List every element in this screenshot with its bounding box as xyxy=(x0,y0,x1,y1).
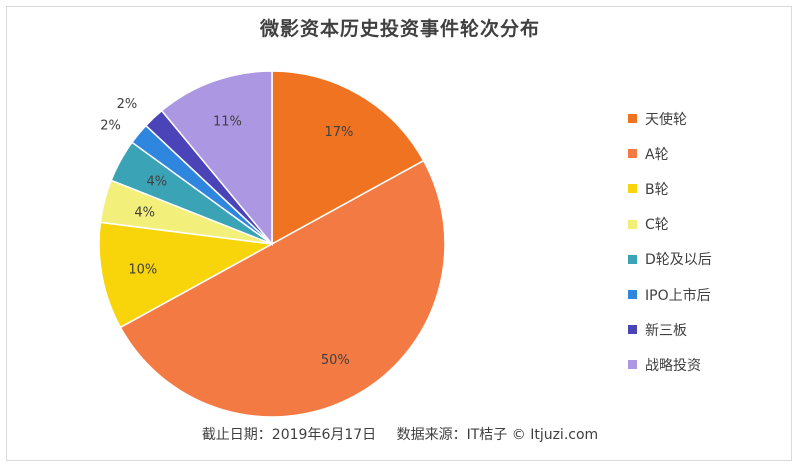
pie-slice-0 xyxy=(271,70,425,246)
slice-label-4: 4% xyxy=(146,175,167,190)
legend-label: 战略投资 xyxy=(645,357,701,374)
legend-swatch xyxy=(628,360,637,370)
slice-label-1: 50% xyxy=(321,353,350,368)
legend-label: IPO上市后 xyxy=(645,287,711,304)
data-source: 数据来源：IT桔子 © Itjuzi.com xyxy=(396,427,599,443)
legend-label: 新三板 xyxy=(645,322,687,339)
pie-slice-7 xyxy=(160,70,273,247)
legend-item-2: B轮 xyxy=(628,171,788,206)
slice-label-2: 10% xyxy=(128,263,157,278)
legend-label: 天使轮 xyxy=(645,111,687,128)
legend-item-5: IPO上市后 xyxy=(628,277,788,312)
legend-swatch xyxy=(628,290,637,300)
legend-swatch xyxy=(628,184,637,194)
legend-item-4: D轮及以后 xyxy=(628,242,788,277)
legend-item-6: 新三板 xyxy=(628,312,788,347)
legend-label: D轮及以后 xyxy=(645,252,712,269)
legend-swatch xyxy=(628,219,637,229)
slice-label-5: 2% xyxy=(100,118,121,133)
legend-swatch xyxy=(628,149,637,159)
legend-swatch xyxy=(628,325,637,335)
legend-item-7: 战略投资 xyxy=(628,347,788,382)
slice-label-3: 4% xyxy=(134,205,155,220)
slice-label-0: 17% xyxy=(324,125,353,140)
slice-label-7: 11% xyxy=(213,114,242,129)
legend-swatch xyxy=(628,114,637,124)
legend-item-0: 天使轮 xyxy=(628,101,788,136)
pie-slice-1 xyxy=(119,159,446,418)
legend: 天使轮 A轮 B轮 C轮 D轮及以后 IPO上市后 新三板战略投资 xyxy=(628,101,788,383)
legend-label: C轮 xyxy=(645,217,669,234)
legend-item-1: A轮 xyxy=(628,136,788,171)
chart-title: 微影资本历史投资事件轮次分布 xyxy=(259,18,540,40)
slice-label-6: 2% xyxy=(117,97,138,112)
pie-slice-2 xyxy=(98,221,275,329)
footer: 截止日期：2019年6月17日 数据来源：IT桔子 © Itjuzi.com xyxy=(0,424,800,444)
cutoff-date: 截止日期：2019年6月17日 xyxy=(201,427,377,443)
legend-item-3: C轮 xyxy=(628,207,788,242)
legend-label: B轮 xyxy=(645,181,669,198)
legend-swatch xyxy=(628,254,637,264)
legend-label: A轮 xyxy=(645,146,669,163)
